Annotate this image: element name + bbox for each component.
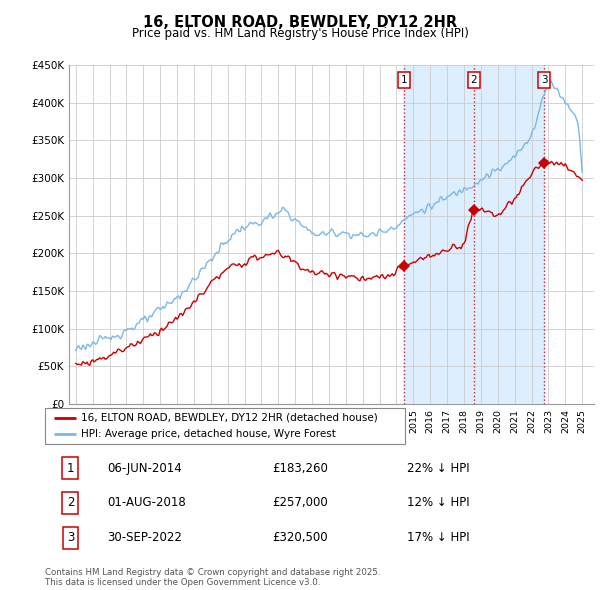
Text: HPI: Average price, detached house, Wyre Forest: HPI: Average price, detached house, Wyre… — [81, 429, 336, 439]
Text: 12% ↓ HPI: 12% ↓ HPI — [407, 496, 469, 510]
Text: 06-JUN-2014: 06-JUN-2014 — [107, 461, 182, 474]
Text: Contains HM Land Registry data © Crown copyright and database right 2025.
This d: Contains HM Land Registry data © Crown c… — [45, 568, 380, 587]
Text: 1: 1 — [67, 461, 74, 474]
Text: £183,260: £183,260 — [272, 461, 328, 474]
Text: £320,500: £320,500 — [272, 532, 328, 545]
Text: 01-AUG-2018: 01-AUG-2018 — [107, 496, 186, 510]
Text: 1: 1 — [401, 75, 407, 85]
Text: 2: 2 — [470, 75, 477, 85]
Text: 3: 3 — [541, 75, 548, 85]
Text: 2: 2 — [67, 496, 74, 510]
Text: £257,000: £257,000 — [272, 496, 328, 510]
Text: 3: 3 — [67, 532, 74, 545]
Text: 30-SEP-2022: 30-SEP-2022 — [107, 532, 182, 545]
Bar — [404, 65, 544, 404]
Text: 17% ↓ HPI: 17% ↓ HPI — [407, 532, 469, 545]
Text: Price paid vs. HM Land Registry's House Price Index (HPI): Price paid vs. HM Land Registry's House … — [131, 27, 469, 40]
Text: 16, ELTON ROAD, BEWDLEY, DY12 2HR: 16, ELTON ROAD, BEWDLEY, DY12 2HR — [143, 15, 457, 30]
Text: 16, ELTON ROAD, BEWDLEY, DY12 2HR (detached house): 16, ELTON ROAD, BEWDLEY, DY12 2HR (detac… — [81, 413, 378, 423]
FancyBboxPatch shape — [45, 408, 405, 444]
Text: 22% ↓ HPI: 22% ↓ HPI — [407, 461, 469, 474]
